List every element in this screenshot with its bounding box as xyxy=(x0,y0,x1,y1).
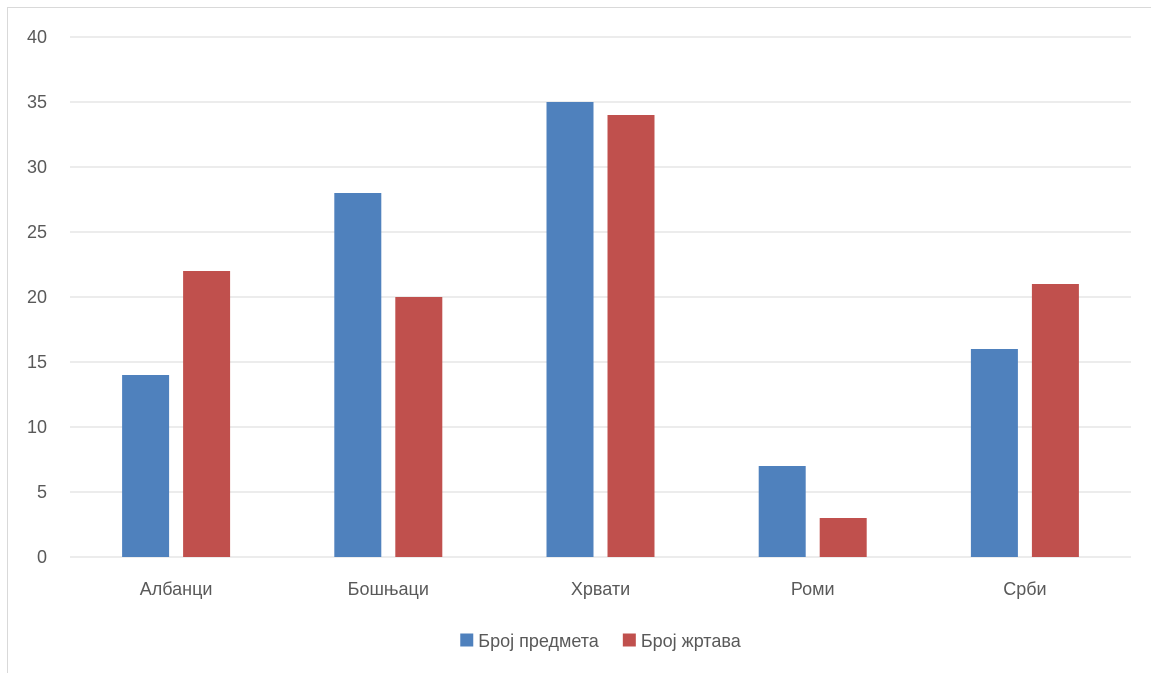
y-tick-label: 25 xyxy=(27,222,47,242)
legend-swatch xyxy=(460,633,474,647)
bar-cases xyxy=(758,466,806,557)
x-tick-label: Бошњаци xyxy=(348,579,429,599)
legend-label: Број предмета xyxy=(478,631,600,651)
y-tick-label: 10 xyxy=(27,417,47,437)
y-tick-label: 15 xyxy=(27,352,47,372)
x-tick-label: Албанци xyxy=(140,579,213,599)
legend-swatch xyxy=(622,633,636,647)
y-tick-label: 20 xyxy=(27,287,47,307)
x-tick-label: Роми xyxy=(791,579,835,599)
bar-cases xyxy=(334,193,382,557)
x-tick-label: Хрвати xyxy=(571,579,630,599)
y-tick-label: 5 xyxy=(37,482,47,502)
y-tick-label: 30 xyxy=(27,157,47,177)
gridlines xyxy=(70,36,1131,558)
legend[interactable]: Број предмета Број жртава xyxy=(460,631,742,651)
legend-label: Број жртава xyxy=(641,631,742,651)
bar-cases xyxy=(546,102,594,557)
y-tick-label: 35 xyxy=(27,92,47,112)
bars xyxy=(122,102,1079,557)
y-tick-label: 40 xyxy=(27,27,47,47)
legend-item[interactable]: Број жртава xyxy=(622,631,742,651)
y-axis-tick-labels: 0 5 10 15 20 25 30 35 40 xyxy=(27,27,47,567)
bar-victims xyxy=(395,297,443,557)
legend-item[interactable]: Број предмета xyxy=(460,631,600,651)
x-axis-tick-labels: Албанци Бошњаци Хрвати Роми Срби xyxy=(140,579,1047,599)
bar-victims xyxy=(183,271,231,557)
bar-victims xyxy=(819,518,867,557)
bar-cases xyxy=(122,375,170,557)
x-tick-label: Срби xyxy=(1003,579,1046,599)
bar-victims xyxy=(607,115,655,557)
bar-victims xyxy=(1031,284,1079,557)
y-tick-label: 0 xyxy=(37,547,47,567)
bar-cases xyxy=(970,349,1018,557)
